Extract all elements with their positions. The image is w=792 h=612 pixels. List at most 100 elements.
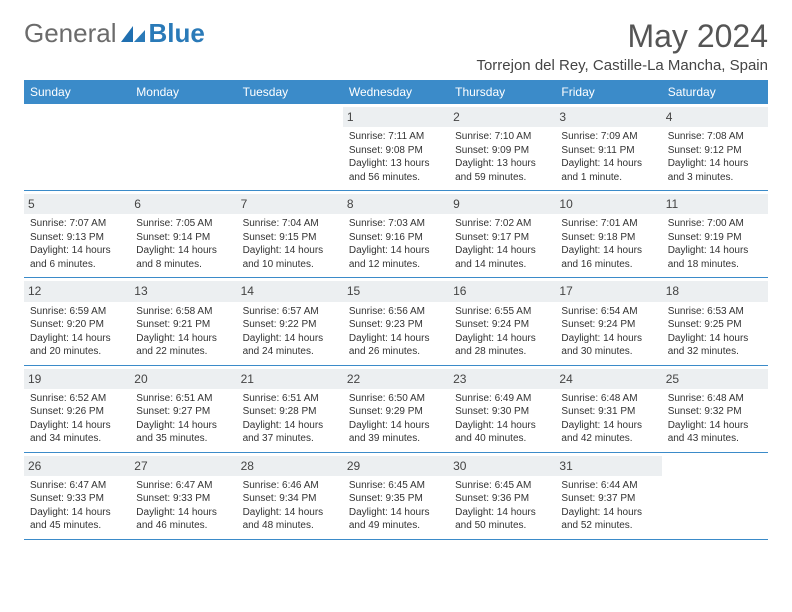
day-number: 27	[130, 456, 236, 476]
sunrise-text: Sunrise: 6:47 AM	[136, 479, 230, 493]
day-number: 19	[24, 369, 130, 389]
daylight-text: Daylight: 14 hours and 3 minutes.	[668, 157, 762, 184]
sunset-text: Sunset: 9:26 PM	[30, 405, 124, 419]
calendar-week-row: 19Sunrise: 6:52 AMSunset: 9:26 PMDayligh…	[24, 365, 768, 452]
daylight-text: Daylight: 14 hours and 39 minutes.	[349, 419, 443, 446]
sunrise-text: Sunrise: 7:02 AM	[455, 217, 549, 231]
calendar-day-cell: 26Sunrise: 6:47 AMSunset: 9:33 PMDayligh…	[24, 452, 130, 539]
day-number: 21	[237, 369, 343, 389]
weekday-header: Wednesday	[343, 80, 449, 104]
weekday-header: Sunday	[24, 80, 130, 104]
day-number: 11	[662, 194, 768, 214]
daylight-text: Daylight: 14 hours and 46 minutes.	[136, 506, 230, 533]
day-number: 24	[555, 369, 661, 389]
sunset-text: Sunset: 9:09 PM	[455, 144, 549, 158]
day-number: 18	[662, 281, 768, 301]
sunset-text: Sunset: 9:22 PM	[243, 318, 337, 332]
sunset-text: Sunset: 9:27 PM	[136, 405, 230, 419]
day-number: 1	[343, 107, 449, 127]
sunset-text: Sunset: 9:23 PM	[349, 318, 443, 332]
calendar-day-cell: 24Sunrise: 6:48 AMSunset: 9:31 PMDayligh…	[555, 365, 661, 452]
weekday-header: Friday	[555, 80, 661, 104]
daylight-text: Daylight: 14 hours and 20 minutes.	[30, 332, 124, 359]
daylight-text: Daylight: 14 hours and 6 minutes.	[30, 244, 124, 271]
daylight-text: Daylight: 14 hours and 10 minutes.	[243, 244, 337, 271]
calendar-day-cell: 22Sunrise: 6:50 AMSunset: 9:29 PMDayligh…	[343, 365, 449, 452]
calendar-day-cell: 18Sunrise: 6:53 AMSunset: 9:25 PMDayligh…	[662, 278, 768, 365]
day-number: 2	[449, 107, 555, 127]
calendar-day-cell: 7Sunrise: 7:04 AMSunset: 9:15 PMDaylight…	[237, 191, 343, 278]
calendar-day-cell: 2 Sunrise: 7:10 AMSunset: 9:09 PMDaylight…	[449, 104, 555, 191]
calendar-day-cell: 1Sunrise: 7:11 AMSunset: 9:08 PMDaylight…	[343, 104, 449, 191]
day-number: 10	[555, 194, 661, 214]
day-number: 17	[555, 281, 661, 301]
sunrise-text: Sunrise: 7:05 AM	[136, 217, 230, 231]
weekday-header-row: Sunday Monday Tuesday Wednesday Thursday…	[24, 80, 768, 104]
calendar-week-row: 1Sunrise: 7:11 AMSunset: 9:08 PMDaylight…	[24, 104, 768, 191]
sunset-text: Sunset: 9:33 PM	[136, 492, 230, 506]
weekday-header: Thursday	[449, 80, 555, 104]
calendar-empty-cell	[662, 452, 768, 539]
calendar-empty-cell	[130, 104, 236, 191]
daylight-text: Daylight: 14 hours and 45 minutes.	[30, 506, 124, 533]
sunrise-text: Sunrise: 7:01 AM	[561, 217, 655, 231]
calendar-day-cell: 11Sunrise: 7:00 AMSunset: 9:19 PMDayligh…	[662, 191, 768, 278]
sunset-text: Sunset: 9:20 PM	[30, 318, 124, 332]
location-text: Torrejon del Rey, Castille-La Mancha, Sp…	[476, 57, 768, 74]
calendar-empty-cell	[237, 104, 343, 191]
calendar-day-cell: 4Sunrise: 7:08 AMSunset: 9:12 PMDaylight…	[662, 104, 768, 191]
calendar-day-cell: 19 Sunrise: 6:52 AMSunset: 9:26 PMDayligh…	[24, 365, 130, 452]
sunrise-text: Sunrise: 6:58 AM	[136, 305, 230, 319]
sunset-text: Sunset: 9:28 PM	[243, 405, 337, 419]
logo-text-general: General	[24, 18, 117, 49]
sunrise-text: Sunrise: 6:49 AM	[455, 392, 549, 406]
logo: General Blue	[24, 18, 205, 49]
day-number: 3	[555, 107, 661, 127]
sunset-text: Sunset: 9:29 PM	[349, 405, 443, 419]
sunrise-text: Sunrise: 6:52 AM	[30, 392, 124, 406]
sunrise-text: Sunrise: 7:10 AM	[455, 130, 549, 144]
daylight-text: Daylight: 14 hours and 48 minutes.	[243, 506, 337, 533]
sunset-text: Sunset: 9:13 PM	[30, 231, 124, 245]
daylight-text: Daylight: 14 hours and 30 minutes.	[561, 332, 655, 359]
day-number: 30	[449, 456, 555, 476]
daylight-text: Daylight: 14 hours and 42 minutes.	[561, 419, 655, 446]
sunset-text: Sunset: 9:25 PM	[668, 318, 762, 332]
sunset-text: Sunset: 9:21 PM	[136, 318, 230, 332]
calendar-body: 1Sunrise: 7:11 AMSunset: 9:08 PMDaylight…	[24, 104, 768, 539]
daylight-text: Daylight: 14 hours and 34 minutes.	[30, 419, 124, 446]
calendar-day-cell: 8Sunrise: 7:03 AMSunset: 9:16 PMDaylight…	[343, 191, 449, 278]
calendar-day-cell: 14Sunrise: 6:57 AMSunset: 9:22 PMDayligh…	[237, 278, 343, 365]
sunset-text: Sunset: 9:14 PM	[136, 231, 230, 245]
sunrise-text: Sunrise: 7:11 AM	[349, 130, 443, 144]
day-number: 13	[130, 281, 236, 301]
daylight-text: Daylight: 14 hours and 40 minutes.	[455, 419, 549, 446]
calendar-day-cell: 27 Sunrise: 6:47 AMSunset: 9:33 PMDayligh…	[130, 452, 236, 539]
sunrise-text: Sunrise: 6:55 AM	[455, 305, 549, 319]
day-number: 14	[237, 281, 343, 301]
calendar-day-cell: 10Sunrise: 7:01 AMSunset: 9:18 PMDayligh…	[555, 191, 661, 278]
calendar-day-cell: 9Sunrise: 7:02 AMSunset: 9:17 PMDaylight…	[449, 191, 555, 278]
sunrise-text: Sunrise: 6:53 AM	[668, 305, 762, 319]
sunrise-text: Sunrise: 6:51 AM	[243, 392, 337, 406]
calendar-day-cell: 5Sunrise: 7:07 AMSunset: 9:13 PMDaylight…	[24, 191, 130, 278]
daylight-text: Daylight: 13 hours and 59 minutes.	[455, 157, 549, 184]
calendar-day-cell: 30Sunrise: 6:45 AMSunset: 9:36 PMDayligh…	[449, 452, 555, 539]
calendar-day-cell: 12 Sunrise: 6:59 AMSunset: 9:20 PMDayligh…	[24, 278, 130, 365]
sunrise-text: Sunrise: 6:59 AM	[30, 305, 124, 319]
calendar-day-cell: 25Sunrise: 6:48 AMSunset: 9:32 PMDayligh…	[662, 365, 768, 452]
daylight-text: Daylight: 14 hours and 12 minutes.	[349, 244, 443, 271]
sunrise-text: Sunrise: 6:51 AM	[136, 392, 230, 406]
daylight-text: Daylight: 14 hours and 14 minutes.	[455, 244, 549, 271]
logo-sail-icon	[119, 24, 147, 44]
sunset-text: Sunset: 9:15 PM	[243, 231, 337, 245]
daylight-text: Daylight: 13 hours and 56 minutes.	[349, 157, 443, 184]
day-number: 12	[24, 281, 130, 301]
calendar-week-row: 26Sunrise: 6:47 AMSunset: 9:33 PMDayligh…	[24, 452, 768, 539]
day-number: 7	[237, 194, 343, 214]
weekday-header: Saturday	[662, 80, 768, 104]
daylight-text: Daylight: 14 hours and 49 minutes.	[349, 506, 443, 533]
sunrise-text: Sunrise: 6:46 AM	[243, 479, 337, 493]
weekday-header: Monday	[130, 80, 236, 104]
sunset-text: Sunset: 9:33 PM	[30, 492, 124, 506]
